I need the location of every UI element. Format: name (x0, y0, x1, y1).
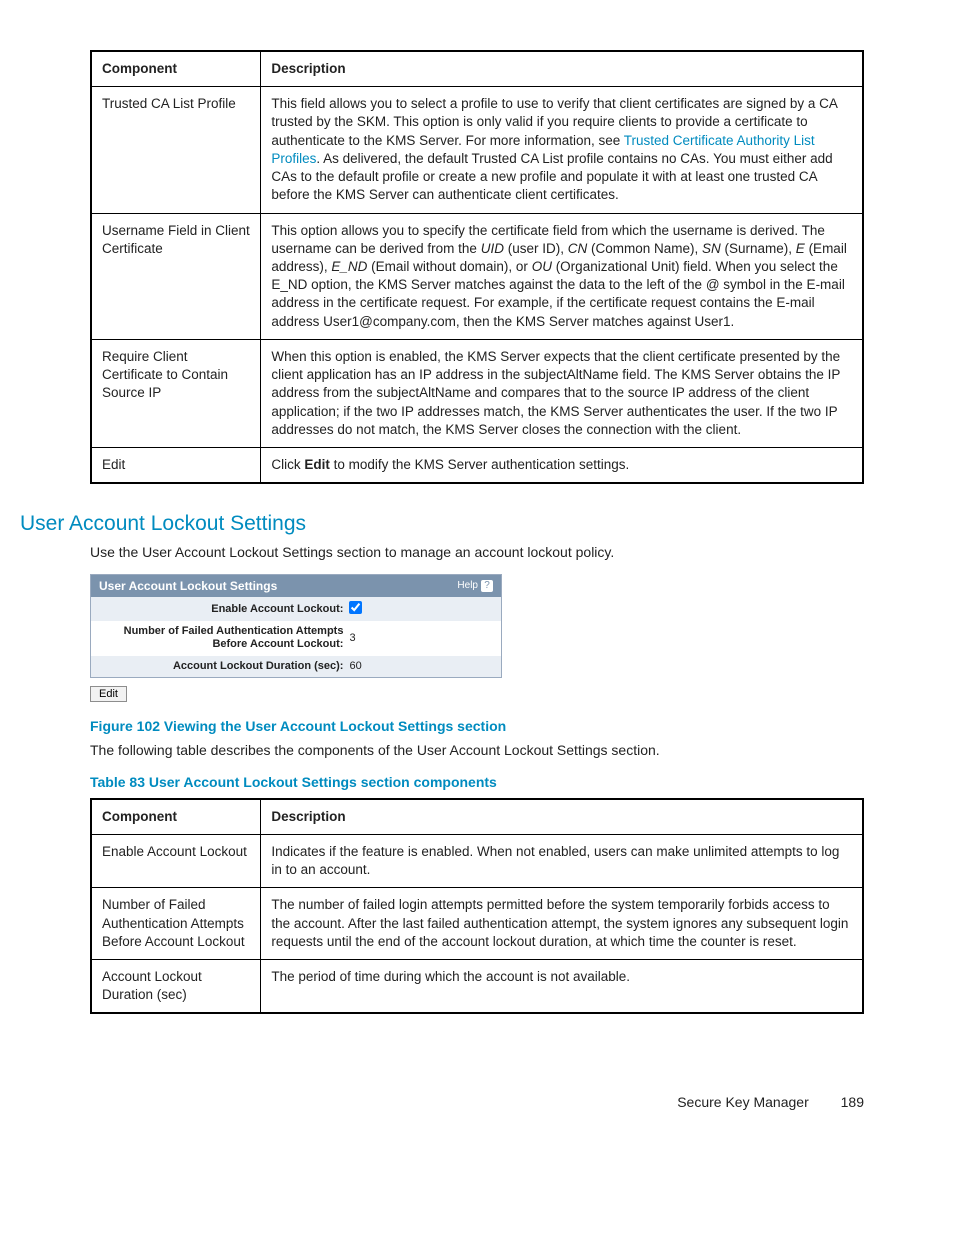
panel-row: Account Lockout Duration (sec): 60 (91, 656, 501, 677)
table-row: Account Lockout Duration (sec) The perio… (91, 960, 863, 1014)
figure-followup: The following table describes the compon… (90, 742, 864, 758)
panel-value: 3 (349, 632, 493, 644)
table-row: Enable Account Lockout Indicates if the … (91, 834, 863, 887)
description-cell: Click Edit to modify the KMS Server auth… (261, 447, 863, 483)
component-cell: Account Lockout Duration (sec) (91, 960, 261, 1014)
help-icon: ? (481, 580, 493, 592)
panel-label: Account Lockout Duration (sec): (99, 660, 349, 673)
component-cell: Username Field in Client Certificate (91, 213, 261, 339)
table-caption: Table 83 User Account Lockout Settings s… (90, 774, 864, 790)
description-cell: When this option is enabled, the KMS Ser… (261, 339, 863, 447)
panel-row: Enable Account Lockout: (91, 597, 501, 621)
table-header: Description (261, 799, 863, 835)
panel-label: Number of Failed Authentication Attempts… (99, 625, 349, 651)
component-cell: Trusted CA List Profile (91, 87, 261, 213)
panel-title: User Account Lockout Settings (99, 579, 277, 593)
kms-auth-components-table: Component Description Trusted CA List Pr… (90, 50, 864, 484)
description-cell: This option allows you to specify the ce… (261, 213, 863, 339)
description-cell: This field allows you to select a profil… (261, 87, 863, 213)
page-footer: Secure Key Manager 189 (90, 1094, 864, 1110)
description-cell: The number of failed login attempts perm… (261, 888, 863, 960)
section-heading: User Account Lockout Settings (20, 512, 864, 536)
table-header: Component (91, 799, 261, 835)
component-cell: Require Client Certificate to Contain So… (91, 339, 261, 447)
table-row: Username Field in Client Certificate Thi… (91, 213, 863, 339)
component-cell: Number of Failed Authentication Attempts… (91, 888, 261, 960)
description-cell: Indicates if the feature is enabled. Whe… (261, 834, 863, 887)
lockout-components-table: Component Description Enable Account Loc… (90, 798, 864, 1015)
description-cell: The period of time during which the acco… (261, 960, 863, 1014)
section-intro: Use the User Account Lockout Settings se… (90, 544, 864, 560)
edit-button[interactable]: Edit (90, 686, 127, 702)
table-header: Component (91, 51, 261, 87)
footer-title: Secure Key Manager (677, 1094, 809, 1110)
component-cell: Edit (91, 447, 261, 483)
table-row: Edit Click Edit to modify the KMS Server… (91, 447, 863, 483)
enable-lockout-checkbox[interactable] (349, 601, 362, 614)
table-row: Number of Failed Authentication Attempts… (91, 888, 863, 960)
lockout-settings-panel-wrapper: User Account Lockout Settings Help? Enab… (90, 574, 864, 702)
component-cell: Enable Account Lockout (91, 834, 261, 887)
lockout-settings-panel: User Account Lockout Settings Help? Enab… (90, 574, 502, 678)
panel-row: Number of Failed Authentication Attempts… (91, 621, 501, 655)
table-header: Description (261, 51, 863, 87)
page-number: 189 (841, 1094, 864, 1110)
figure-caption: Figure 102 Viewing the User Account Lock… (90, 718, 864, 734)
table-row: Require Client Certificate to Contain So… (91, 339, 863, 447)
panel-value: 60 (349, 660, 493, 672)
help-link[interactable]: Help? (457, 580, 493, 592)
table-row: Trusted CA List Profile This field allow… (91, 87, 863, 213)
panel-label: Enable Account Lockout: (99, 603, 349, 616)
panel-header: User Account Lockout Settings Help? (91, 575, 501, 597)
